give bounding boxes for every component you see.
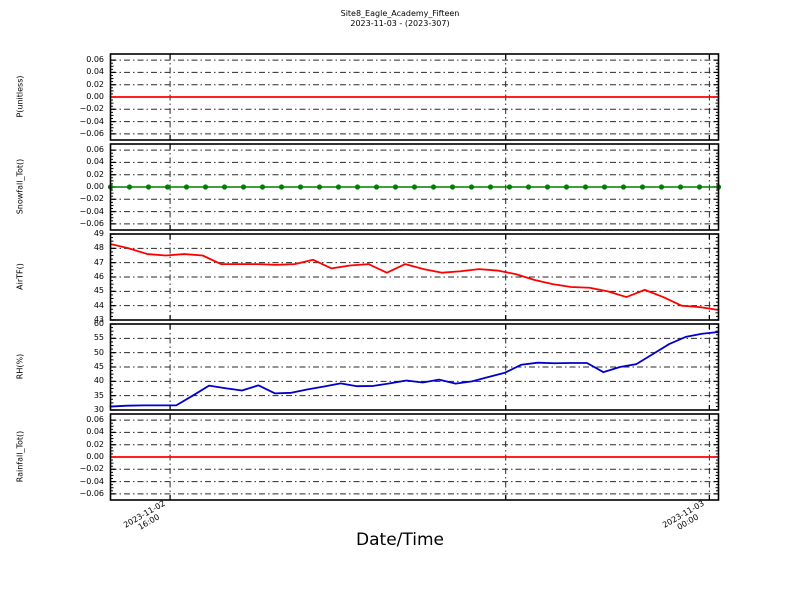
series-marker <box>620 184 627 190</box>
series-line <box>109 243 720 311</box>
y-tick-label: −0.02 <box>79 104 104 114</box>
y-tick-label: 0.06 <box>86 55 104 65</box>
y-tick-label: 50 <box>93 347 104 357</box>
y-tick-label: 35 <box>93 390 104 400</box>
series-marker <box>601 184 608 190</box>
series-marker <box>183 184 190 190</box>
y-tick-label: 46 <box>93 272 104 281</box>
series-marker <box>411 184 418 190</box>
series-marker <box>335 184 342 190</box>
series-line <box>109 331 720 408</box>
y-tick-label: −0.02 <box>79 194 104 204</box>
y-tick-label: 0.04 <box>86 157 104 167</box>
panel-5 <box>109 413 720 501</box>
series-marker <box>525 184 532 190</box>
series-marker <box>582 184 589 190</box>
y-tick-label: 0.04 <box>86 427 104 437</box>
y-tick-label: −0.04 <box>79 206 104 216</box>
y-tick-label: 49 <box>93 229 104 238</box>
series-marker <box>259 184 266 190</box>
y-tick-label: 60 <box>93 319 104 328</box>
panel-1 <box>109 53 720 141</box>
y-tick-label: −0.06 <box>79 218 104 228</box>
y-tick-label: 44 <box>93 300 104 310</box>
y-tick-label: 43 <box>93 315 104 324</box>
series-marker <box>639 184 646 190</box>
y-tick-label: 30 <box>93 405 104 414</box>
y-tick-label: 0.02 <box>86 79 104 89</box>
y-tick-label: 40 <box>93 376 104 386</box>
series-marker <box>126 184 133 190</box>
series-marker <box>696 184 703 190</box>
series-marker <box>449 184 456 190</box>
series-marker <box>677 184 684 190</box>
panel-4 <box>109 323 720 411</box>
y-tick-label: 0.02 <box>86 169 104 179</box>
y-tick-label: 45 <box>93 362 104 371</box>
series-marker <box>316 184 323 190</box>
series-marker <box>563 184 570 190</box>
series-marker <box>240 184 247 190</box>
x-axis-title: Date/Time <box>356 530 444 550</box>
y-tick-label: 0.04 <box>86 67 104 77</box>
y-tick-label: 48 <box>93 243 104 253</box>
panel-3 <box>109 233 720 321</box>
series-marker <box>487 184 494 190</box>
series-marker <box>430 184 437 190</box>
series-marker <box>202 184 209 190</box>
series-marker <box>373 184 380 190</box>
y-tick-label: −0.02 <box>79 464 104 474</box>
figure-title: Site8_Eagle_Academy_Fifteen <box>340 9 460 18</box>
y-tick-label: −0.06 <box>79 128 104 138</box>
y-tick-label: 0.02 <box>86 439 104 449</box>
y-tick-label: 55 <box>93 333 104 343</box>
series-marker <box>221 184 228 190</box>
series-marker <box>658 184 665 190</box>
series-marker <box>468 184 475 190</box>
series-marker <box>145 184 152 190</box>
series-marker <box>544 184 551 190</box>
series-marker <box>297 184 304 190</box>
y-tick-label: −0.04 <box>79 116 104 126</box>
y-tick-label: −0.06 <box>79 488 104 498</box>
y-tick-label: 0.06 <box>86 415 104 425</box>
series-marker <box>354 184 361 190</box>
series-marker <box>506 184 513 190</box>
y-tick-label: 47 <box>93 257 104 267</box>
y-tick-label: 0.00 <box>86 182 104 191</box>
series-marker <box>278 184 285 190</box>
series-marker <box>392 184 399 190</box>
y-tick-label: 45 <box>93 286 104 296</box>
panel-2 <box>107 143 722 231</box>
series-marker <box>164 184 171 190</box>
figure-subtitle: 2023-11-03 - (2023-307) <box>350 19 450 28</box>
y-axis-label-panel-5: Rainfall_Tot() <box>15 430 25 483</box>
y-tick-label: 0.00 <box>86 452 104 461</box>
y-tick-label: 0.00 <box>86 92 104 101</box>
y-tick-label: −0.04 <box>79 476 104 486</box>
y-tick-label: 0.06 <box>86 145 104 155</box>
